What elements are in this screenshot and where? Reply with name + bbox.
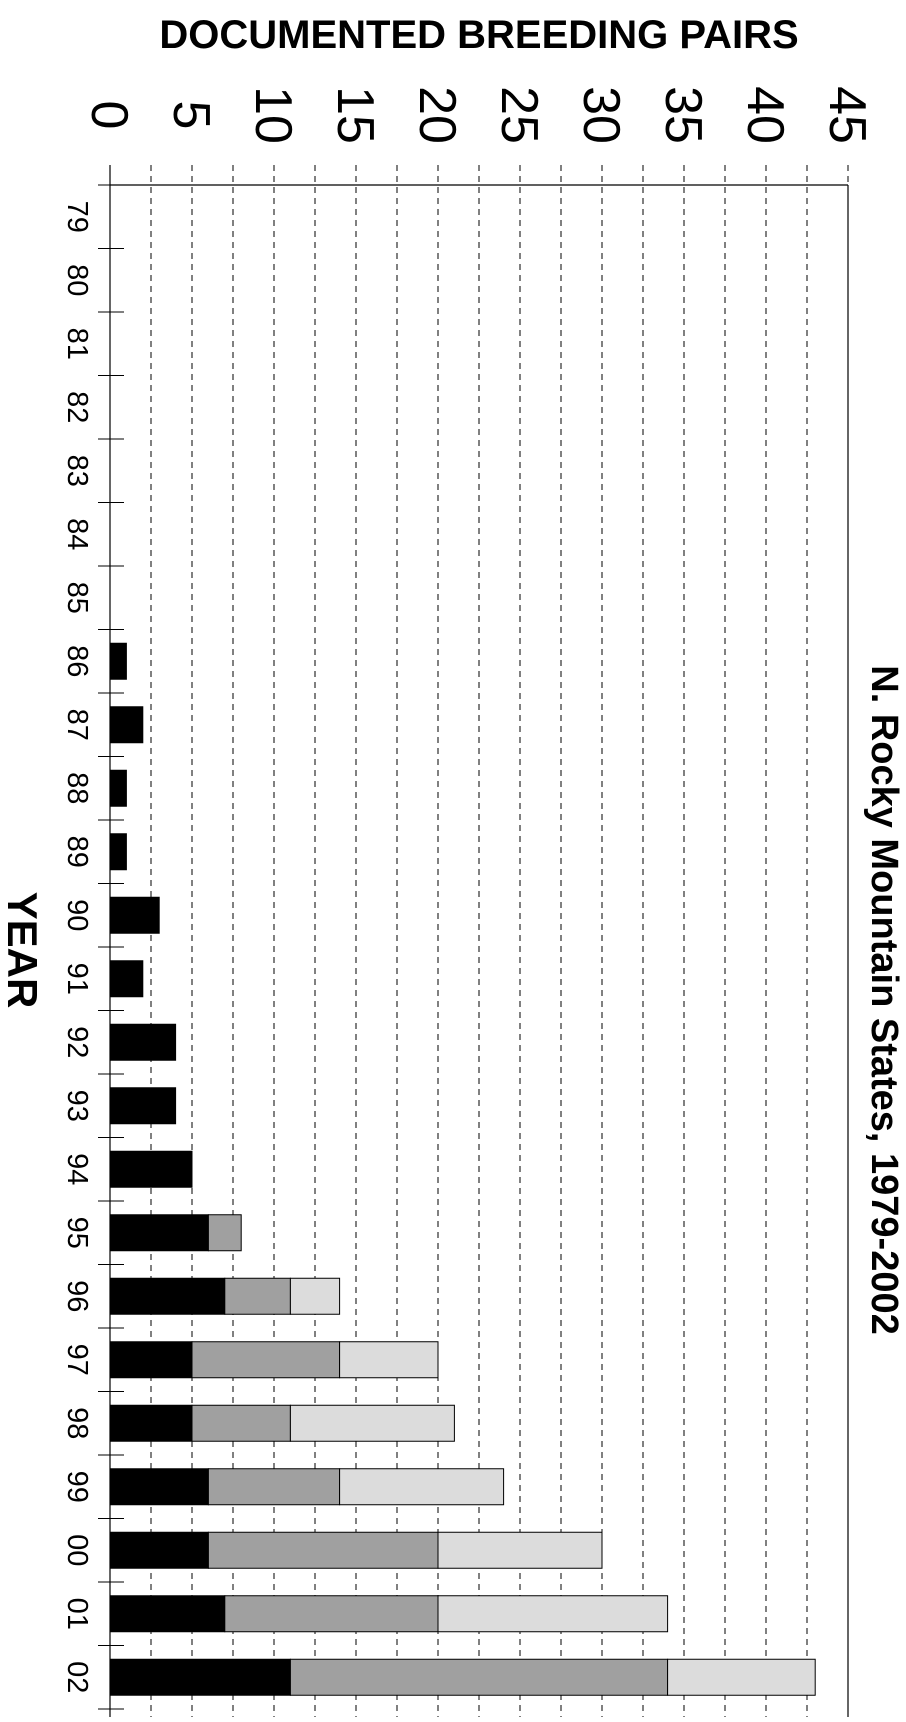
x-tick-label: 02 <box>61 1661 93 1693</box>
x-tick-label: 97 <box>61 1344 93 1376</box>
x-tick-label: 80 <box>61 264 93 296</box>
bar-segment <box>109 1150 193 1188</box>
y-axis-label: DOCUMENTED BREEDING PAIRS <box>159 13 798 57</box>
x-tick-label: 95 <box>61 1217 93 1249</box>
bar-segment <box>109 1214 209 1252</box>
y-tick-label: 5 <box>162 101 220 130</box>
bar-segment <box>109 1531 209 1569</box>
bar-segment <box>667 1658 816 1696</box>
bar-segment <box>437 1595 669 1633</box>
bar-segment <box>207 1468 341 1506</box>
x-tick-label: 85 <box>61 582 93 614</box>
x-tick-label: 83 <box>61 455 93 487</box>
bar-segment <box>191 1341 341 1379</box>
bar-segment <box>207 1531 439 1569</box>
bar-segment <box>109 642 127 680</box>
bar-segment <box>109 1023 177 1061</box>
bar-segment <box>207 1214 242 1252</box>
x-axis-label: YEAR <box>0 892 46 1009</box>
x-tick-label: 82 <box>61 391 93 423</box>
y-tick-label: 20 <box>408 86 466 144</box>
bar-segment <box>109 1277 226 1315</box>
bar-segment <box>109 1404 193 1442</box>
y-tick-label: 0 <box>80 101 138 130</box>
y-tick-label: 45 <box>818 86 876 144</box>
y-tick-label: 25 <box>490 86 548 144</box>
x-tick-label: 87 <box>61 709 93 741</box>
bar-segment <box>289 1658 669 1696</box>
bar-segment <box>109 896 160 934</box>
x-tick-label: 96 <box>61 1280 93 1312</box>
x-tick-label: 00 <box>61 1534 93 1566</box>
x-tick-label: 93 <box>61 1090 93 1122</box>
y-tick-label: 30 <box>572 86 630 144</box>
bar-segment <box>224 1277 291 1315</box>
bar-segment <box>109 769 127 807</box>
bar-segment <box>289 1277 341 1315</box>
x-tick-label: 98 <box>61 1407 93 1439</box>
bar-segment <box>109 1658 291 1696</box>
bar-segment <box>109 706 144 744</box>
chart-title: N. Rocky Mountain States, 1979-2002 <box>863 665 905 1334</box>
bar-segment <box>289 1404 455 1442</box>
x-tick-label: 86 <box>61 645 93 677</box>
y-tick-label: 35 <box>654 86 712 144</box>
x-tick-label: 81 <box>61 328 93 360</box>
bar-layer <box>109 642 816 1696</box>
x-tick-label: 92 <box>61 1026 93 1058</box>
bar-segment <box>339 1341 439 1379</box>
x-tick-label: 79 <box>61 201 93 233</box>
y-tick-label: 40 <box>736 86 794 144</box>
y-tick-label: 15 <box>326 86 384 144</box>
x-tick-label: 91 <box>61 963 93 995</box>
x-tick-label: 94 <box>61 1153 93 1185</box>
x-tick-label: 89 <box>61 836 93 868</box>
x-tick-label: 01 <box>61 1598 93 1630</box>
grid-layer <box>150 165 849 1717</box>
text-layer: N. Rocky Mountain States, 1979-2002 DOCU… <box>0 13 905 1693</box>
x-tick-label: 88 <box>61 772 93 804</box>
bar-segment <box>109 1341 193 1379</box>
bar-segment <box>224 1595 439 1633</box>
bar-segment <box>191 1404 291 1442</box>
bar-segment <box>339 1468 505 1506</box>
bar-segment <box>109 1595 226 1633</box>
bar-segment <box>109 833 127 871</box>
bar-segment <box>437 1531 603 1569</box>
bar-segment <box>109 1087 177 1125</box>
bar-segment <box>109 1468 209 1506</box>
axis-layer <box>98 165 849 1717</box>
x-tick-label: 84 <box>61 518 93 550</box>
y-tick-label: 10 <box>244 86 302 144</box>
x-tick-label: 90 <box>61 899 93 931</box>
x-tick-label: 99 <box>61 1471 93 1503</box>
bar-segment <box>109 960 144 998</box>
